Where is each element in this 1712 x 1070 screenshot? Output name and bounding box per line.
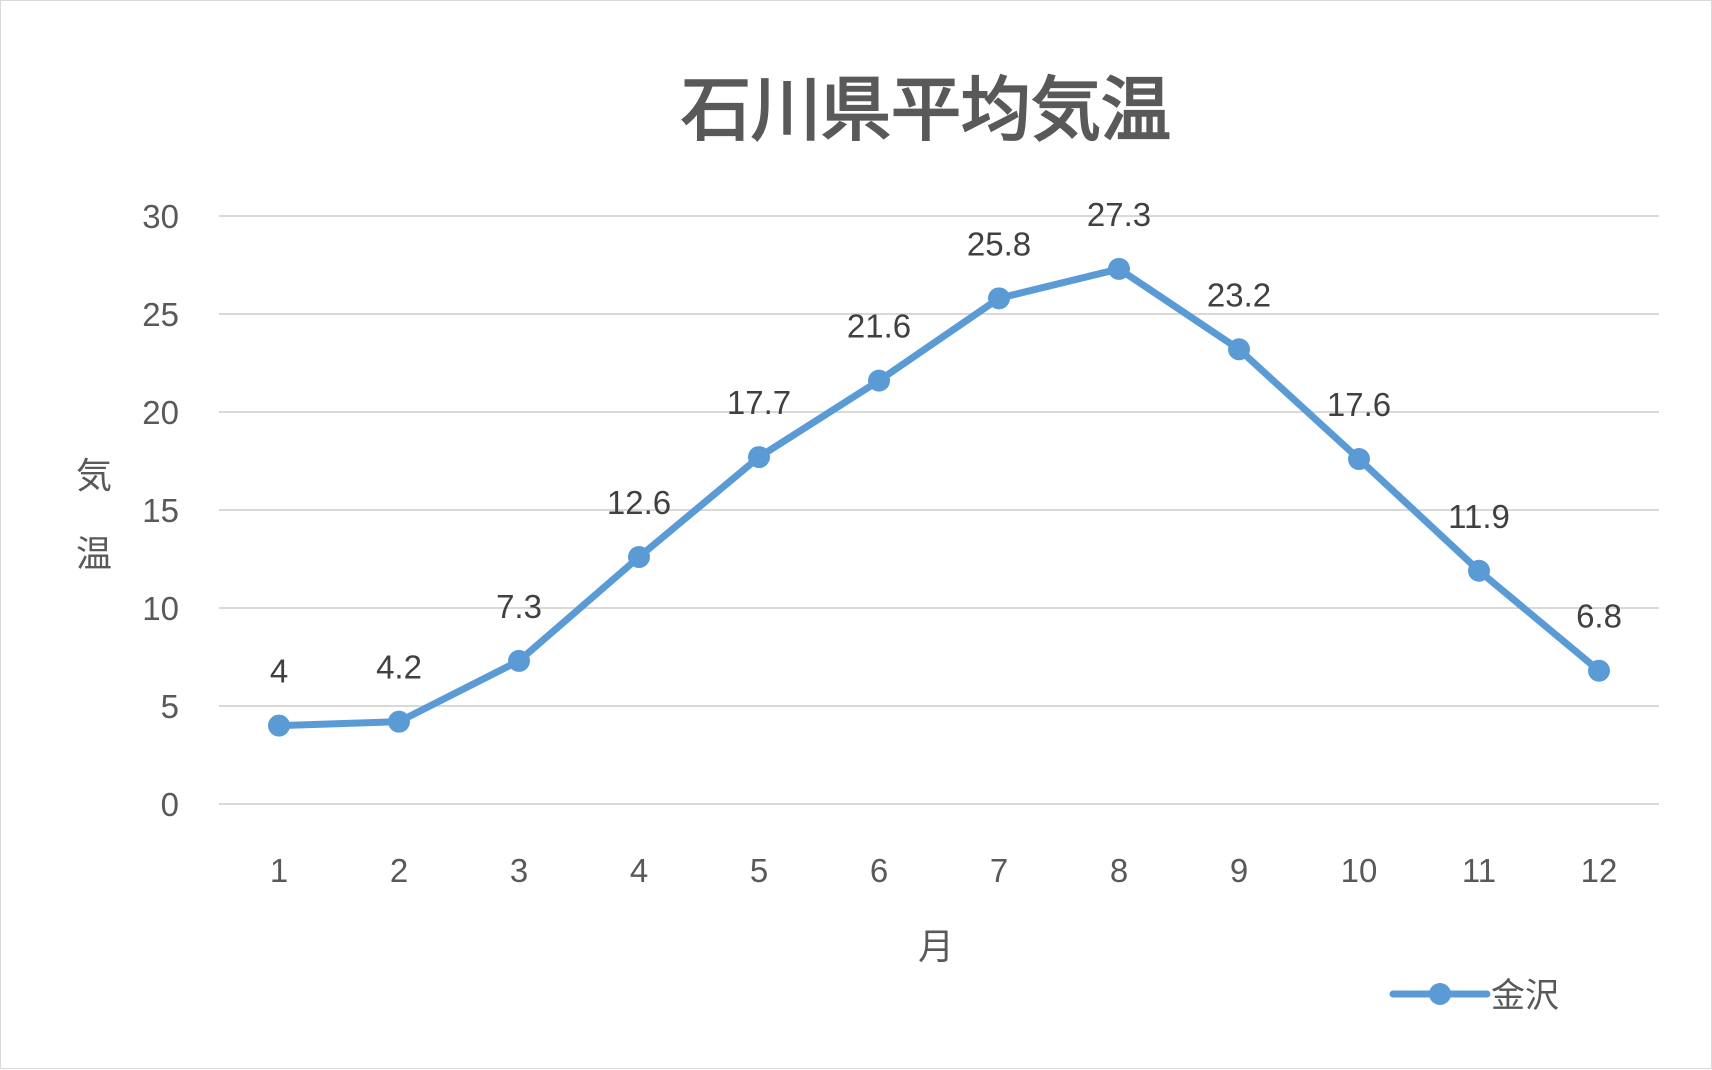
legend-point-marker (1429, 983, 1451, 1005)
data-label: 17.6 (1327, 386, 1391, 423)
x-tick-label: 2 (390, 852, 408, 889)
data-point (988, 287, 1010, 310)
data-label: 21.6 (847, 308, 911, 345)
x-tick-label: 4 (630, 852, 648, 889)
chart-title: 石川県平均気温 (681, 69, 1171, 151)
series-kanazawa (268, 257, 1610, 737)
gridlines (219, 215, 1659, 805)
x-tick-label: 12 (1581, 852, 1618, 889)
data-point (1348, 448, 1370, 471)
legend-label-kanazawa: 金沢 (1491, 976, 1559, 1016)
data-label: 25.8 (967, 225, 1031, 262)
data-point (868, 369, 890, 392)
x-tick-label: 5 (750, 852, 768, 889)
x-tick-label: 9 (1230, 852, 1248, 889)
x-tick-label: 10 (1341, 852, 1378, 889)
y-tick-label: 30 (142, 198, 179, 235)
data-label: 23.2 (1207, 276, 1271, 313)
data-label: 4 (270, 653, 288, 690)
y-tick-label: 10 (142, 590, 179, 627)
data-label: 4.2 (376, 649, 422, 686)
x-axis-title: 月 (918, 927, 954, 968)
data-label: 12.6 (607, 484, 671, 521)
data-label: 11.9 (1448, 498, 1510, 535)
data-labels: 4 4.2 7.3 12.6 17.7 21.6 25.8 27.3 23.2 17.6 11.9 6… (270, 196, 1622, 690)
y-axis-title: 気 温 (76, 456, 112, 575)
data-label: 7.3 (496, 588, 542, 625)
y-tick-label: 25 (142, 296, 179, 333)
x-tick-label: 11 (1462, 852, 1496, 889)
y-tick-label: 15 (142, 492, 179, 529)
data-point (748, 446, 770, 469)
y-tick-label: 5 (161, 688, 179, 725)
x-tick-label: 3 (510, 852, 528, 889)
x-axis-tick-labels: 1 2 3 4 5 6 7 8 9 10 11 12 (270, 852, 1618, 889)
y-tick-label: 20 (142, 394, 179, 431)
data-point (268, 714, 290, 737)
data-label: 27.3 (1087, 196, 1151, 233)
x-tick-label: 6 (870, 852, 888, 889)
data-point (388, 710, 410, 733)
y-axis-title-char-2: 温 (76, 534, 112, 575)
x-tick-label: 1 (270, 852, 288, 889)
data-point (1588, 659, 1610, 682)
x-tick-label: 7 (990, 852, 1008, 889)
data-point (628, 546, 650, 569)
data-label: 6.8 (1576, 598, 1622, 635)
series-line (275, 265, 1603, 730)
data-point (1228, 338, 1250, 361)
data-point (1468, 559, 1490, 582)
y-tick-label: 0 (161, 786, 179, 823)
x-tick-label: 8 (1110, 852, 1128, 889)
data-point (1108, 257, 1130, 280)
legend: 金沢 (1389, 976, 1559, 1016)
y-axis-tick-labels: 0 5 10 15 20 25 30 (142, 198, 179, 823)
data-label: 17.7 (727, 384, 791, 421)
data-point (508, 649, 530, 672)
y-axis-title-char-1: 気 (76, 456, 112, 497)
